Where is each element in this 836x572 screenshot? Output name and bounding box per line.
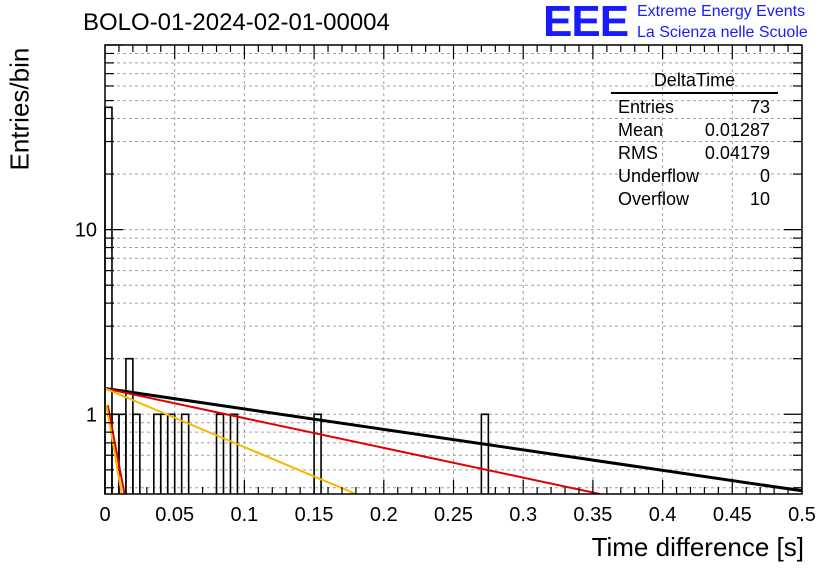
histogram-bin [215,413,225,494]
x-tick-label: 0.3 [509,504,537,526]
stats-label: Mean [618,120,664,140]
stats-label: RMS [618,143,658,163]
fit-line [105,405,123,494]
stats-value: 0 [759,166,770,186]
logo-line-1: Extreme Energy Events [637,3,806,20]
x-tick-label: 0 [99,504,110,526]
x-tick-label: 0.45 [713,504,752,526]
stats-row-underflow: Underflow 0 [611,165,778,188]
x-tick-label: 0.25 [434,504,473,526]
histogram-bin [166,413,176,494]
stats-value: 10 [749,189,770,209]
x-tick-label: 0.05 [155,504,194,526]
logo-line-2: La Scienza nelle Scuole [637,24,808,41]
y-tick-label: 1 [86,404,97,426]
y-tick-label: 10 [75,220,97,242]
y-axis-label: Entries/bin [4,47,35,171]
x-tick-label: 0.1 [230,504,258,526]
x-tick-label: 0.15 [295,504,334,526]
histogram-bin [229,413,239,494]
stats-value: 73 [749,97,770,117]
histogram-bin [480,413,490,494]
histogram-bin [152,413,162,494]
stats-row-overflow: Overflow 10 [611,188,778,211]
x-tick-label: 0.5 [788,504,816,526]
x-tick-label: 0.35 [573,504,612,526]
stats-value: 0.01287 [704,120,770,140]
chart-title: BOLO-01-2024-02-01-00004 [83,9,390,36]
fit-line [105,387,357,494]
stats-label: Underflow [618,166,700,186]
stats-label: Overflow [618,189,690,209]
x-axis-label: Time difference [s] [591,532,804,562]
eee-logo: EEE [543,0,629,46]
histogram-bin [313,413,322,494]
stats-value: 0.04179 [704,143,770,163]
x-tick-label: 0.2 [370,504,398,526]
histogram-bin [159,413,169,494]
stats-box: DeltaTime Entries 73 Mean 0.01287 RMS 0.… [611,70,778,211]
stats-row-rms: RMS 0.04179 [611,142,778,165]
x-tick-label: 0.4 [649,504,677,526]
histogram-bin [132,413,141,494]
stats-row-mean: Mean 0.01287 [611,119,778,142]
fit-line [106,405,126,494]
fit-line [105,387,601,494]
histogram-bin [180,413,190,494]
stats-title: DeltaTime [611,70,778,94]
histogram-bin [125,357,134,494]
stats-label: Entries [618,97,675,117]
stats-row-entries: Entries 73 [611,96,778,119]
fit-line [105,386,802,493]
